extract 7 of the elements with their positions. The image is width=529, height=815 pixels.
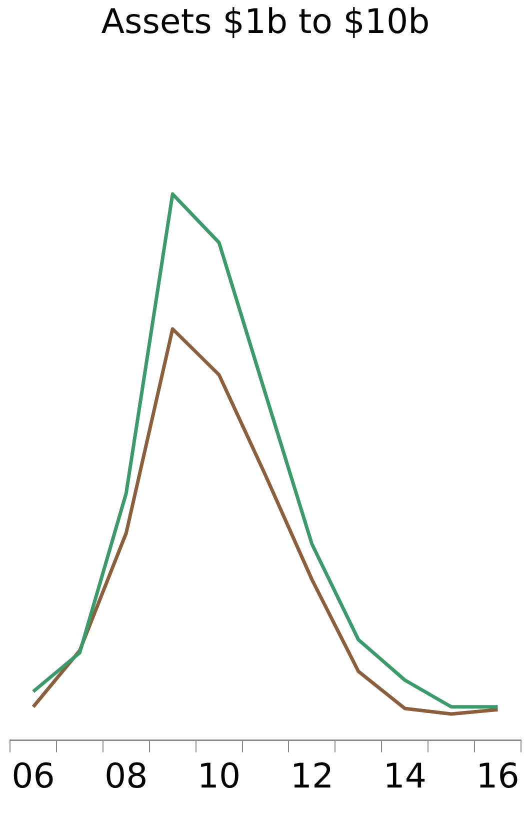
- chart-title: Assets $1b to $10b: [101, 2, 430, 42]
- x-tick-label: 08: [104, 756, 148, 796]
- x-tick-label: 16: [476, 756, 520, 796]
- x-tick-label: 14: [383, 756, 426, 796]
- x-tick-label: 12: [290, 756, 334, 796]
- x-tick-label: 06: [12, 756, 55, 796]
- x-tick-label: 10: [197, 756, 241, 796]
